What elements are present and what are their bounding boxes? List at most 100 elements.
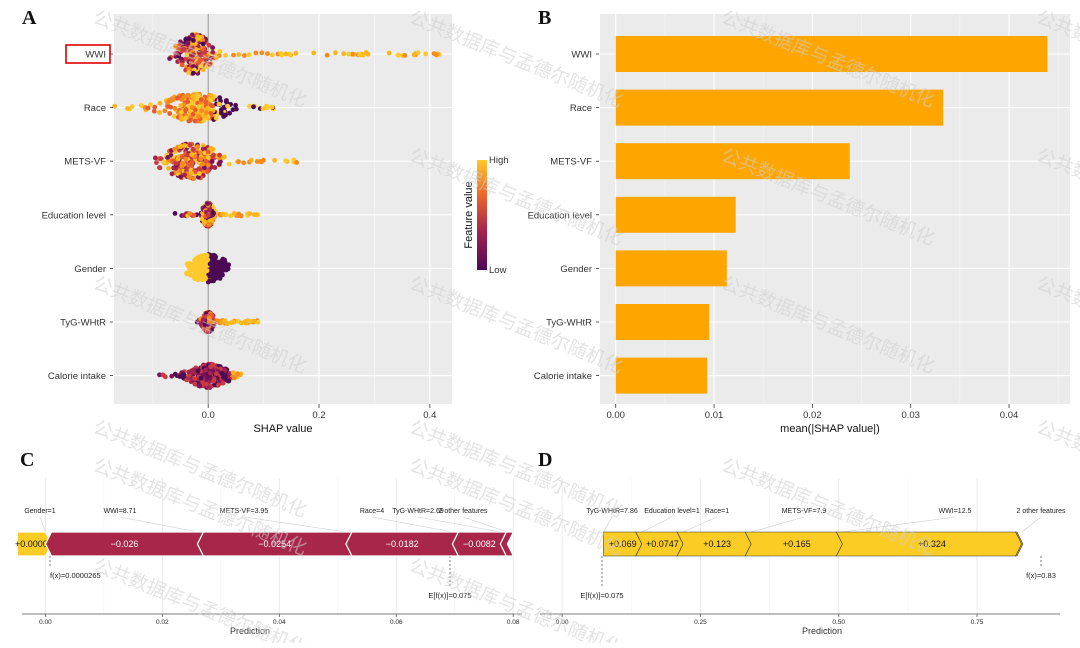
beeswarm-point	[179, 97, 185, 102]
beeswarm-point	[202, 219, 208, 225]
label-leader	[751, 516, 805, 533]
beeswarm-point	[211, 278, 217, 284]
beeswarm-point	[206, 221, 212, 227]
x-tick-label: 0.00	[606, 410, 625, 421]
panel-label-d: D	[538, 449, 552, 471]
beeswarm-point	[246, 318, 252, 324]
beeswarm-point	[230, 370, 236, 375]
beeswarm-point	[213, 115, 219, 121]
label-leader	[842, 516, 956, 533]
beeswarm-point	[192, 169, 198, 175]
beeswarm-point	[252, 212, 257, 218]
beeswarm-point	[203, 367, 208, 373]
beeswarm-point	[203, 158, 209, 164]
beeswarm-point	[208, 111, 214, 116]
beeswarm-point	[189, 368, 195, 374]
force-value-label: +0.069	[609, 539, 637, 549]
beeswarm-point	[218, 110, 224, 116]
beeswarm-point	[194, 55, 200, 61]
beeswarm-point	[189, 56, 195, 62]
beeswarm-point	[423, 51, 429, 57]
beeswarm-point	[162, 108, 168, 114]
beeswarm-point	[231, 52, 236, 58]
importance-panel: WWI Race METS-VF Education level Gender TyG-W…	[528, 14, 1070, 435]
beeswarm-point	[191, 38, 196, 43]
panel-label-b: B	[538, 7, 551, 29]
beeswarm-point	[183, 56, 189, 62]
beeswarm-point	[294, 160, 300, 165]
beeswarm-point	[204, 253, 210, 258]
beeswarm-point	[198, 57, 203, 63]
x-tick-label: 0.02	[156, 619, 169, 626]
beeswarm-point	[210, 362, 216, 367]
beeswarm-point	[179, 109, 184, 115]
beeswarm-point	[264, 103, 269, 109]
x-tick-label: 0.04	[1000, 410, 1019, 421]
beeswarm-point	[208, 93, 214, 99]
beeswarm-point	[208, 145, 214, 151]
beeswarm-point	[138, 103, 144, 108]
feature-label: 2 other features	[1016, 508, 1066, 515]
ef-label: E[f(x)]=0.075	[428, 591, 471, 600]
beeswarm-point	[185, 99, 191, 105]
x-tick-label: 0.0	[202, 410, 215, 421]
beeswarm-point	[196, 114, 201, 119]
feature-label: METS-VF=3.95	[220, 508, 269, 515]
beeswarm-point	[178, 39, 183, 45]
importance-bar	[615, 357, 708, 394]
beeswarm-point	[221, 114, 227, 119]
beeswarm-point	[261, 157, 266, 163]
beeswarm-point	[200, 41, 206, 47]
feature-label: Gender	[560, 264, 592, 275]
beeswarm-point	[363, 50, 369, 55]
beeswarm-point	[246, 52, 252, 58]
importance-bar	[615, 250, 727, 287]
beeswarm-point	[349, 51, 355, 57]
beeswarm-point	[192, 262, 197, 268]
beeswarm-point	[226, 378, 232, 384]
legend-low-label: Low	[489, 265, 507, 276]
beeswarm-point	[178, 174, 184, 180]
beeswarm-point	[197, 276, 202, 281]
beeswarm-point	[236, 159, 242, 165]
beeswarm-point	[223, 52, 229, 58]
beeswarm-point	[196, 166, 202, 172]
beeswarm-point	[177, 374, 183, 379]
feature-label: TyG-WHtR=2.69	[392, 508, 444, 515]
feature-label: Calorie intake	[534, 371, 592, 382]
beeswarm-point	[173, 51, 179, 56]
beeswarm-point	[203, 54, 209, 60]
beeswarm-point	[191, 70, 196, 76]
importance-bar	[615, 89, 944, 126]
beeswarm-point	[433, 52, 439, 58]
beeswarm-point	[203, 110, 209, 115]
beeswarm-point	[206, 42, 212, 48]
label-leader	[462, 516, 508, 533]
beeswarm-point	[208, 103, 214, 108]
force-value-label: +0.324	[918, 539, 946, 549]
beeswarm-point	[324, 52, 330, 58]
beeswarm-point	[196, 171, 202, 176]
beeswarm-point	[232, 375, 237, 381]
importance-bar	[615, 304, 710, 340]
beeswarm-point	[186, 174, 192, 180]
beeswarm-point	[209, 159, 215, 164]
beeswarm-point	[157, 372, 162, 378]
x-tick-label: 0.2	[312, 410, 325, 421]
beeswarm-point	[165, 104, 171, 109]
beeswarm-point	[251, 104, 256, 110]
force-value-label: +0.165	[783, 539, 811, 549]
beeswarm-point	[242, 53, 247, 58]
x-tick-label: 0.25	[694, 619, 707, 626]
beeswarm-point	[227, 110, 233, 116]
beeswarm-point	[178, 114, 184, 120]
x-tick-label: 0.4	[423, 410, 436, 421]
beeswarm-point	[247, 211, 253, 217]
panel-label-c: C	[20, 449, 34, 471]
beeswarm-point	[182, 143, 188, 148]
beeswarm-point	[228, 213, 234, 219]
beeswarm-point	[189, 45, 195, 51]
beeswarm-point	[186, 36, 192, 41]
beeswarm-point	[251, 318, 256, 324]
beeswarm-point	[198, 97, 204, 102]
